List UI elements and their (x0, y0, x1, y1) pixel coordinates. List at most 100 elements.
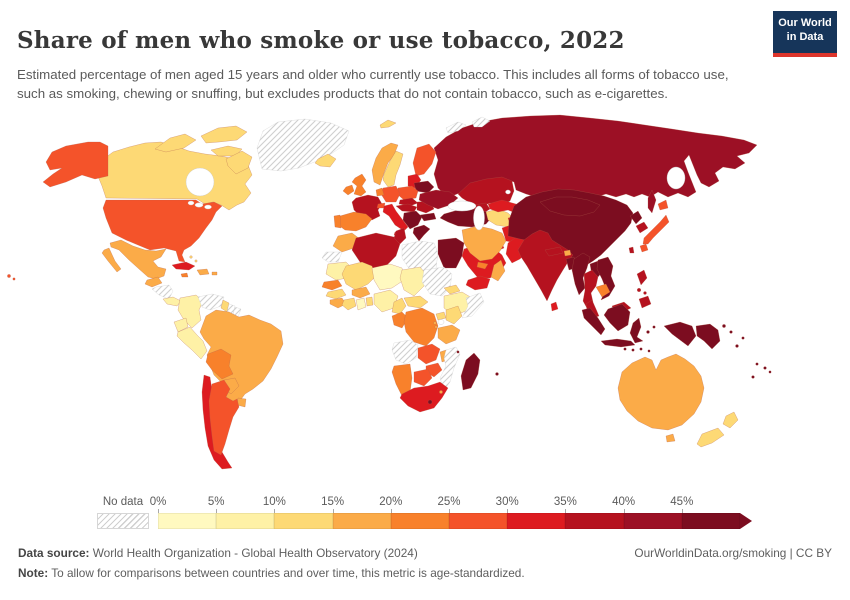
country-greenland[interactable] (257, 119, 349, 171)
country-pacific-islands[interactable] (751, 375, 755, 379)
country-cambodia[interactable] (596, 284, 610, 297)
country-uae-qatar[interactable] (477, 262, 488, 269)
country-svalbard[interactable] (380, 120, 396, 128)
country-north-korea[interactable] (630, 211, 642, 224)
country-honduras-nicaragua[interactable] (152, 285, 173, 299)
country-portugal[interactable] (334, 215, 341, 228)
country-mexico[interactable] (102, 248, 121, 272)
country-comoros-mauritius[interactable] (495, 372, 499, 376)
country-indonesia[interactable] (664, 322, 696, 346)
legend-segment[interactable] (681, 513, 740, 529)
country-pacific-islands[interactable] (763, 366, 767, 370)
country-madagascar[interactable] (461, 353, 480, 390)
owid-logo[interactable]: Our World in Data (773, 11, 837, 57)
country-togo-benin[interactable] (366, 297, 373, 306)
country-czech-slovakia[interactable] (399, 198, 418, 206)
country-japan[interactable] (643, 215, 669, 244)
country-russia-sakhalin[interactable] (648, 190, 656, 213)
country-algeria[interactable] (352, 233, 400, 272)
country-austria-hungary[interactable] (396, 204, 417, 212)
country-costa-rica-panama[interactable] (163, 297, 181, 306)
country-bahamas[interactable] (189, 255, 193, 259)
country-canada[interactable] (201, 126, 247, 143)
country-taiwan[interactable] (629, 247, 634, 253)
legend-segment[interactable] (565, 513, 624, 529)
country-mozambique[interactable] (440, 347, 460, 390)
country-new-zealand[interactable] (697, 428, 724, 447)
country-papua-new-guinea[interactable] (735, 344, 739, 348)
country-oman[interactable] (491, 260, 505, 281)
country-bulgaria[interactable] (420, 213, 436, 221)
country-iran[interactable] (462, 226, 506, 261)
country-usa-hawaii[interactable] (7, 274, 11, 278)
legend-segment[interactable] (449, 513, 508, 529)
country-japan[interactable] (658, 200, 668, 210)
country-philippines[interactable] (639, 296, 651, 308)
country-rwanda-burundi[interactable] (434, 325, 438, 329)
country-guatemala[interactable] (145, 277, 162, 287)
legend-segment[interactable] (216, 513, 275, 529)
country-ireland[interactable] (343, 185, 354, 195)
country-poland[interactable] (397, 186, 418, 200)
legend-segment[interactable] (623, 513, 682, 529)
country-philippines[interactable] (643, 291, 647, 295)
country-ghana[interactable] (356, 298, 366, 310)
country-mexico[interactable] (110, 240, 166, 279)
country-uk[interactable] (352, 174, 366, 196)
country-indonesia[interactable] (604, 304, 630, 331)
country-sierra-leone-liberia[interactable] (330, 298, 346, 308)
country-sweden[interactable] (383, 151, 403, 187)
country-papua-new-guinea[interactable] (696, 324, 720, 349)
country-spain[interactable] (337, 212, 372, 231)
country-drc[interactable] (404, 308, 438, 346)
country-ivory-coast[interactable] (342, 298, 356, 310)
country-eritrea[interactable] (444, 285, 460, 294)
country-south-korea[interactable] (636, 222, 648, 233)
country-usa-alaska[interactable] (43, 142, 108, 187)
legend-segment[interactable] (158, 513, 217, 529)
country-indonesia[interactable] (647, 349, 651, 353)
country-arctic-islands[interactable] (472, 117, 490, 127)
country-greece[interactable] (413, 225, 430, 241)
country-lesotho[interactable] (427, 399, 433, 405)
country-puerto-rico[interactable] (212, 272, 217, 275)
country-bhutan[interactable] (564, 250, 571, 256)
country-somalia[interactable] (462, 293, 484, 318)
country-pacific-islands[interactable] (768, 370, 772, 374)
country-papua-new-guinea[interactable] (741, 336, 745, 340)
country-nepal[interactable] (545, 247, 563, 256)
country-niger[interactable] (372, 264, 404, 290)
country-philippines[interactable] (637, 270, 647, 285)
country-usa-hawaii[interactable] (12, 277, 16, 281)
country-indonesia[interactable] (630, 318, 643, 343)
country-guinea[interactable] (326, 289, 346, 299)
country-kenya[interactable] (446, 306, 462, 324)
country-western-sahara[interactable] (322, 252, 342, 262)
country-angola[interactable] (392, 340, 418, 364)
country-venezuela[interactable] (198, 294, 224, 310)
country-argentina[interactable] (209, 380, 239, 455)
legend-segment[interactable] (390, 513, 449, 529)
country-australia-tasmania[interactable] (666, 434, 675, 442)
country-canada[interactable] (155, 134, 196, 152)
country-uganda[interactable] (436, 312, 446, 320)
world-choropleth-map[interactable] (0, 110, 850, 496)
country-indonesia[interactable] (639, 347, 643, 351)
country-bahamas[interactable] (194, 259, 198, 263)
country-south-africa[interactable] (400, 382, 448, 412)
country-burkina-faso[interactable] (352, 287, 370, 298)
country-australia[interactable] (618, 354, 704, 430)
country-iceland[interactable] (315, 154, 336, 167)
country-eswatini[interactable] (439, 390, 443, 394)
country-ecuador[interactable] (174, 318, 188, 332)
country-indonesia[interactable] (631, 348, 635, 352)
country-papua-new-guinea[interactable] (722, 324, 726, 328)
country-benelux[interactable] (376, 188, 384, 196)
country-mongolia[interactable] (540, 197, 600, 216)
country-tunisia[interactable] (394, 228, 406, 244)
country-indonesia[interactable] (652, 325, 656, 329)
country-italy[interactable] (383, 204, 408, 231)
country-senegal[interactable] (322, 280, 342, 290)
legend-segment[interactable] (507, 513, 566, 529)
legend-segment[interactable] (274, 513, 333, 529)
